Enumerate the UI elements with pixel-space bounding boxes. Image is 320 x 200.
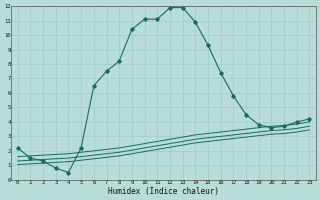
X-axis label: Humidex (Indice chaleur): Humidex (Indice chaleur) (108, 187, 219, 196)
